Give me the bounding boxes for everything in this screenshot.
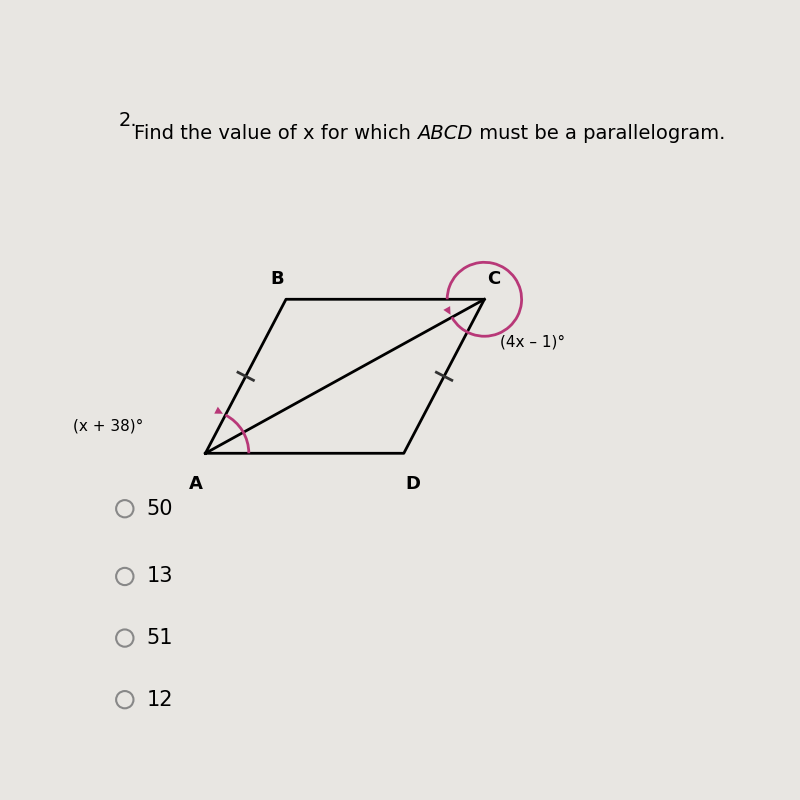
- Text: (x + 38)°: (x + 38)°: [73, 418, 143, 433]
- Text: 12: 12: [146, 690, 173, 710]
- Text: D: D: [406, 475, 421, 493]
- Circle shape: [116, 630, 134, 646]
- Circle shape: [116, 500, 134, 518]
- Text: A: A: [189, 475, 203, 493]
- Text: 51: 51: [146, 628, 173, 648]
- Text: C: C: [487, 270, 500, 288]
- Text: Find the value of x for which: Find the value of x for which: [134, 124, 418, 142]
- Circle shape: [116, 568, 134, 585]
- Text: 2.: 2.: [118, 111, 138, 130]
- Text: must be a parallelogram.: must be a parallelogram.: [473, 124, 725, 142]
- Text: (4x – 1)°: (4x – 1)°: [500, 335, 565, 350]
- Text: ABCD: ABCD: [418, 124, 473, 142]
- Text: B: B: [270, 270, 283, 288]
- Circle shape: [116, 691, 134, 708]
- Text: 50: 50: [146, 498, 173, 518]
- Text: 13: 13: [146, 566, 173, 586]
